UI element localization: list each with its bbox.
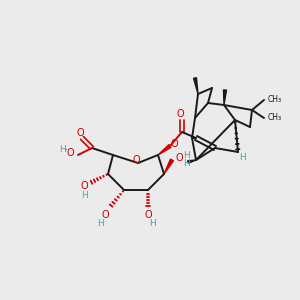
Text: O: O xyxy=(176,109,184,119)
Text: H: H xyxy=(81,190,87,200)
Text: H: H xyxy=(97,218,104,227)
Text: H: H xyxy=(58,145,65,154)
Text: O: O xyxy=(101,210,109,220)
Polygon shape xyxy=(158,145,171,155)
Polygon shape xyxy=(224,90,226,105)
Text: H: H xyxy=(240,154,246,163)
Text: O: O xyxy=(175,153,183,163)
Text: O: O xyxy=(132,155,140,165)
Text: O: O xyxy=(170,139,178,149)
Text: H: H xyxy=(183,152,189,160)
Text: H: H xyxy=(150,218,156,227)
Text: O: O xyxy=(76,128,84,138)
Text: O: O xyxy=(80,181,88,191)
Text: H: H xyxy=(183,160,189,169)
Text: CH₃: CH₃ xyxy=(268,113,282,122)
Polygon shape xyxy=(164,159,173,174)
Text: O: O xyxy=(66,148,74,158)
Polygon shape xyxy=(188,160,196,163)
Text: CH₃: CH₃ xyxy=(268,95,282,104)
Text: ·: · xyxy=(64,145,68,158)
Text: O: O xyxy=(144,210,152,220)
Polygon shape xyxy=(194,78,198,94)
